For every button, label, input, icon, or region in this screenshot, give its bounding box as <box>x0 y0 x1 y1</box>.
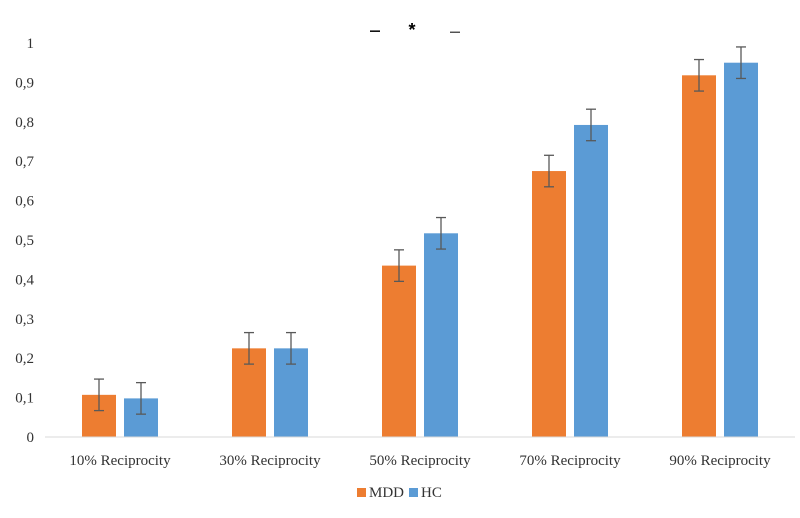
y-tick-label: 0,3 <box>15 312 34 328</box>
x-category-label: 30% Reciprocity <box>219 453 321 469</box>
bar-mdd-3 <box>382 265 416 437</box>
bar-mdd-4 <box>532 171 566 438</box>
legend-label-hc: HC <box>421 485 442 501</box>
y-tick-label: 0,4 <box>15 272 34 288</box>
y-tick-label: 0 <box>27 430 35 446</box>
bar-hc-3 <box>424 233 458 437</box>
x-category-label: 50% Reciprocity <box>369 453 471 469</box>
significance-marker: * <box>408 20 415 40</box>
bars <box>82 62 758 438</box>
bar-hc-4 <box>574 124 608 438</box>
y-tick-label: 1 <box>27 36 35 52</box>
y-tick-label: 0,1 <box>15 391 34 407</box>
y-tick-label: 0,9 <box>15 75 34 91</box>
error-bars <box>94 46 746 415</box>
x-category-label: 10% Reciprocity <box>69 453 171 469</box>
significance-annotations: *** <box>370 20 460 40</box>
y-axis: 0 0,1 0,2 0,3 0,4 0,5 0,6 0,7 0,8 0,9 1 <box>15 36 34 446</box>
legend-swatch-mdd <box>357 488 366 497</box>
y-tick-label: 0,7 <box>15 154 34 170</box>
y-tick-label: 0,2 <box>15 351 34 367</box>
y-tick-label: 0,6 <box>15 194 34 210</box>
legend: MDD HC <box>357 485 442 501</box>
x-category-label: 90% Reciprocity <box>669 453 771 469</box>
x-axis-category-labels: 10% Reciprocity 30% Reciprocity 50% Recipr… <box>69 453 771 469</box>
y-tick-label: 0,5 <box>15 233 34 249</box>
y-tick-label: 0,8 <box>15 115 34 131</box>
bar-hc-5 <box>724 62 758 437</box>
x-category-label: 70% Reciprocity <box>519 453 621 469</box>
legend-label-mdd: MDD <box>369 485 404 501</box>
bar-mdd-5 <box>682 75 716 438</box>
legend-swatch-hc <box>409 488 418 497</box>
